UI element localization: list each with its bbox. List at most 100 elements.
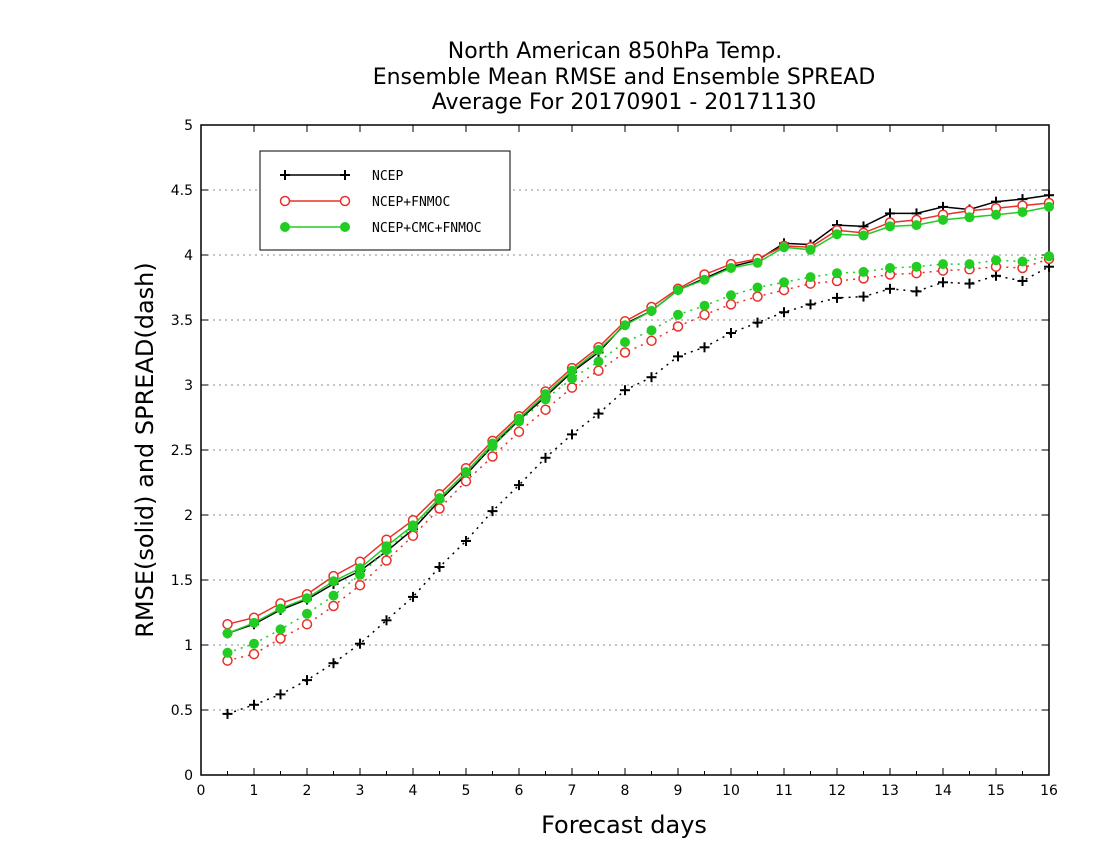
open-circle-marker <box>593 365 604 376</box>
plus-marker <box>938 277 948 288</box>
legend-label: NCEP <box>372 169 403 184</box>
filled-circle-marker <box>381 545 392 556</box>
filled-circle-marker <box>514 416 524 427</box>
x-tick-label: 12 <box>828 783 846 799</box>
filled-circle-marker <box>699 300 710 311</box>
filled-circle-marker <box>646 305 657 316</box>
x-tick-label: 16 <box>1040 783 1058 799</box>
plus-marker <box>487 506 498 517</box>
filled-circle-marker <box>355 569 365 580</box>
open-circle-marker <box>248 648 260 660</box>
x-tick-label: 11 <box>775 783 793 799</box>
legend-item: NCEP <box>280 169 403 184</box>
series-spread-5 <box>222 251 1054 658</box>
series-spread-4 <box>222 253 1055 666</box>
x-tick-label: 8 <box>621 783 630 799</box>
filled-circle-marker <box>832 229 842 240</box>
filled-circle-marker <box>805 272 816 283</box>
series-rmse-2 <box>222 201 1054 639</box>
open-circle-marker <box>566 382 578 393</box>
filled-circle-marker <box>408 521 418 532</box>
filled-circle-marker <box>991 255 1001 266</box>
open-circle-marker <box>487 451 498 462</box>
filled-circle-marker <box>328 576 339 587</box>
x-tick-label: 10 <box>722 783 740 799</box>
filled-circle-marker <box>275 603 286 614</box>
legend: NCEP NCEP+FNMOC NCEP+CMC+FNMOC <box>259 150 511 251</box>
open-circle-marker <box>540 404 551 415</box>
gridlines <box>201 189 1049 711</box>
filled-circle-marker <box>646 325 657 336</box>
plus-marker <box>222 708 233 719</box>
open-circle-marker <box>434 503 445 514</box>
x-tick-label: 4 <box>409 783 418 799</box>
filled-circle-marker <box>302 593 312 604</box>
filled-circle-marker <box>487 441 498 452</box>
plus-marker <box>280 170 290 180</box>
filled-circle-marker <box>699 274 710 285</box>
filled-circle-marker <box>858 230 869 241</box>
open-circle-marker <box>381 555 392 566</box>
filled-circle-marker <box>620 337 630 348</box>
filled-circle-marker <box>805 244 816 255</box>
plus-marker <box>1017 276 1028 286</box>
open-circle-marker <box>222 618 233 630</box>
filled-circle-marker <box>885 221 895 232</box>
x-axis-label: Forecast days <box>541 811 707 839</box>
filled-circle-marker <box>328 590 339 601</box>
series-rmse-1 <box>222 197 1055 630</box>
filled-circle-marker <box>938 214 948 225</box>
open-circle-marker <box>752 291 763 302</box>
open-circle-marker <box>725 299 737 310</box>
filled-circle-marker <box>911 261 922 272</box>
chart-title-line-1: North American 850hPa Temp. <box>448 39 783 64</box>
plus-marker <box>340 170 350 180</box>
y-tick-label: 2.5 <box>171 443 193 459</box>
x-tick-label: 14 <box>934 783 952 799</box>
filled-circle-marker <box>779 277 789 288</box>
plus-marker <box>540 452 551 463</box>
y-tick-label: 1.5 <box>171 573 193 589</box>
y-tick-label: 2 <box>184 508 193 524</box>
plus-marker <box>673 351 683 362</box>
filled-circle-marker <box>302 608 312 619</box>
plus-marker <box>461 536 471 546</box>
x-tick-label: 3 <box>356 783 365 799</box>
plus-marker <box>328 658 339 669</box>
plus-marker <box>514 480 524 491</box>
filled-circle-marker <box>964 259 975 270</box>
filled-circle-marker <box>1044 251 1054 262</box>
filled-circle-marker <box>434 494 445 505</box>
open-circle-marker <box>619 347 631 358</box>
y-tick-label: 1 <box>184 638 193 654</box>
open-circle-marker <box>279 195 291 207</box>
series-rmse-0 <box>222 190 1054 639</box>
filled-circle-marker <box>726 290 736 301</box>
plus-marker <box>832 292 842 303</box>
plus-marker <box>434 562 445 572</box>
series-line <box>227 202 1050 625</box>
legend-label: NCEP+CMC+FNMOC <box>372 221 482 236</box>
x-tick-label: 2 <box>303 783 312 799</box>
plus-marker <box>991 270 1001 281</box>
open-circle-marker <box>354 579 366 591</box>
x-tick-label: 1 <box>250 783 259 799</box>
plus-marker <box>620 385 630 396</box>
filled-circle-marker <box>593 344 604 355</box>
filled-circle-marker <box>964 212 975 223</box>
plus-marker <box>355 638 365 649</box>
filled-circle-marker <box>726 263 736 273</box>
filled-circle-marker <box>461 467 471 478</box>
plus-marker <box>779 307 789 318</box>
plus-marker <box>275 689 286 700</box>
series-line <box>227 266 1050 715</box>
x-tick-label: 15 <box>987 783 1005 799</box>
plus-marker <box>249 699 259 710</box>
filled-circle-marker <box>1044 201 1054 212</box>
y-tick-label: 0.5 <box>171 703 193 719</box>
open-circle-marker <box>699 309 710 321</box>
legend-item: NCEP+CMC+FNMOC <box>280 221 482 236</box>
y-tick-label: 4.5 <box>171 183 193 199</box>
y-tick-label: 3.5 <box>171 313 193 329</box>
